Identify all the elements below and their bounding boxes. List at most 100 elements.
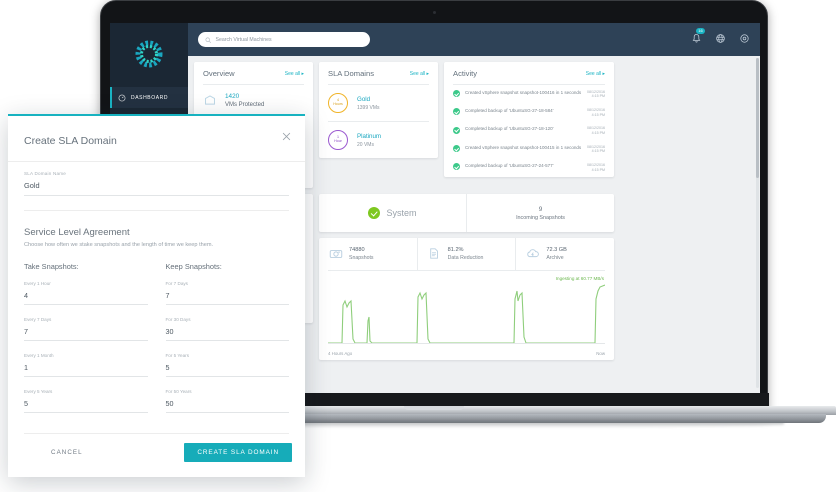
sidebar-item-dashboard[interactable]: DASHBOARD <box>110 87 188 108</box>
app-topbar: Search Virtual Machines 16 <box>188 23 760 56</box>
field-input[interactable]: 5 <box>165 363 170 372</box>
activity-timestamp: 08/12/2016 4:15 PM <box>587 144 605 154</box>
keep-field-for-7-days[interactable]: For 7 Days 7 <box>165 281 289 305</box>
gear-icon[interactable] <box>739 31 750 43</box>
sla-frequency-ring: 1 Hour <box>328 130 348 150</box>
sla-frequency-ring: 4 Hours <box>328 93 348 113</box>
laptop-base <box>32 406 836 428</box>
field-input[interactable]: 7 <box>24 327 28 336</box>
divider <box>24 433 289 434</box>
keep-snapshots-header: Keep Snapshots: <box>165 262 222 271</box>
activity-row: Created vSphere snapshot snapshot-100416… <box>444 85 614 103</box>
field-input[interactable]: 30 <box>165 327 174 336</box>
divider <box>453 84 605 85</box>
take-field-every-1-hour[interactable]: Every 1 Hour 4 <box>24 281 148 305</box>
divider <box>24 210 289 211</box>
keep-field-for-50-years[interactable]: For 50 Years 50 <box>165 389 289 413</box>
input-underline <box>165 376 289 377</box>
document-icon <box>428 247 442 260</box>
activity-text: Completed backup of 'UbuntuSG-27-24-577' <box>465 162 554 168</box>
keep-field-for-5-years[interactable]: For 5 Years 5 <box>165 353 289 377</box>
system-status-bar: System 9 Incoming Snapshots <box>319 194 614 232</box>
field-input[interactable]: 1 <box>24 363 28 372</box>
sla-ring-value: 4 <box>337 98 339 103</box>
take-field-every-1-month[interactable]: Every 1 Month 1 <box>24 353 148 377</box>
activity-row: Completed backup of 'UbuntuSG-27-18-120'… <box>444 122 614 140</box>
divider <box>328 269 605 271</box>
input-underline <box>24 304 148 305</box>
laptop-base-top <box>32 406 836 415</box>
activity-text: Completed backup of 'UbuntuSG-27-18-584' <box>465 107 554 113</box>
field-label: Every 7 Days <box>24 317 52 322</box>
keep-snapshots-column: Keep Snapshots: For 7 Days 7 For 30 Days… <box>165 262 289 425</box>
activity-card-header: Activity See all ▸ <box>444 62 614 84</box>
sla-domain-name-input[interactable]: Gold <box>24 181 40 190</box>
activity-row: Created vSphere snapshot snapshot-100415… <box>444 140 614 158</box>
throughput-chart: Ingesting at 60.77 MB/s <box>319 271 614 350</box>
activity-see-all-link[interactable]: See all ▸ <box>585 70 605 77</box>
shield-outline-icon <box>203 94 217 107</box>
system-status-label: System <box>386 208 417 218</box>
create-sla-domain-modal: Create SLA Domain SLA Domain Name Gold S… <box>8 114 305 477</box>
activity-title: Activity <box>453 69 478 78</box>
axis-right-label: Now <box>596 350 605 356</box>
activity-text: Completed backup of 'UbuntuSG-27-18-120' <box>465 126 554 132</box>
sla-domains-see-all-link[interactable]: See all ▸ <box>409 70 429 77</box>
modal-footer: CANCEL CREATE SLA DOMAIN <box>8 433 305 477</box>
sla-row-gold[interactable]: 4 Hours Gold 1399 VMs <box>319 85 438 121</box>
topbar-icons: 16 <box>691 28 750 43</box>
overview-see-all-link[interactable]: See all ▸ <box>284 70 304 77</box>
field-label: For 7 Days <box>165 281 188 286</box>
sla-ring-unit: Hour <box>334 139 342 143</box>
field-label: For 5 Years <box>165 353 190 358</box>
field-input[interactable]: 50 <box>165 399 174 408</box>
sla-domain-name-field[interactable]: SLA Domain Name Gold <box>8 162 305 196</box>
activity-timestamp: 08/12/2016 4:15 PM <box>587 126 605 135</box>
notification-badge: 16 <box>696 28 705 34</box>
content-scrollbar[interactable] <box>756 58 759 388</box>
bell-icon[interactable]: 16 <box>691 28 705 43</box>
overview-card-header: Overview See all ▸ <box>194 62 313 84</box>
system-status-card: System 9 Incoming Snapshots <box>319 194 614 232</box>
field-input[interactable]: 7 <box>165 291 170 300</box>
incoming-snapshots-label: Incoming Snapshots <box>516 214 565 221</box>
throughput-axis: 4 Hours Ago Now <box>319 350 614 360</box>
activity-text: Created vSphere snapshot snapshot-100416… <box>465 89 582 95</box>
sla-domains-title: SLA Domains <box>328 69 375 78</box>
take-field-every-7-days[interactable]: Every 7 Days 7 <box>24 317 148 341</box>
field-input[interactable]: 5 <box>24 399 28 408</box>
cancel-button[interactable]: CANCEL <box>51 449 83 456</box>
scrollbar-thumb[interactable] <box>756 58 759 178</box>
snapshot-columns: Take Snapshots: Every 1 Hour 4 Every 7 D… <box>8 248 305 425</box>
laptop-base-front <box>42 414 826 423</box>
sla-name: Gold <box>357 95 371 103</box>
take-field-every-5-years[interactable]: Every 5 Years 5 <box>24 389 148 413</box>
incoming-snapshots-value: 9 <box>538 205 543 213</box>
field-label: Every 1 Hour <box>24 281 51 286</box>
input-underline <box>165 304 289 305</box>
divider <box>328 121 429 122</box>
input-underline <box>24 340 148 341</box>
search-input[interactable]: Search Virtual Machines <box>198 32 370 47</box>
modal-header: Create SLA Domain <box>8 116 305 161</box>
close-icon[interactable] <box>281 129 292 141</box>
activity-text: Created vSphere snapshot snapshot-100415… <box>465 144 582 150</box>
sla-row-platinum[interactable]: 1 Hour Platinum 20 VMs <box>319 122 438 158</box>
throughput-chart-svg <box>328 283 606 344</box>
take-snapshots-header: Take Snapshots: <box>24 262 79 271</box>
create-sla-domain-button[interactable]: CREATE SLA DOMAIN <box>184 443 292 462</box>
sla-section: Service Level Agreement Choose how often… <box>8 211 305 248</box>
field-input[interactable]: 4 <box>24 291 28 300</box>
check-circle-icon <box>453 126 460 134</box>
field-label: For 30 Days <box>165 317 191 322</box>
ingest-rate-label: Ingesting at 60.77 MB/s <box>555 275 604 281</box>
activity-timestamp: 08/12/2016 4:15 PM <box>587 107 605 117</box>
metric-archive: 72.3 GB Archive <box>515 238 614 270</box>
keep-field-for-30-days[interactable]: For 30 Days 30 <box>165 317 289 341</box>
sla-vms: 1399 VMs <box>357 104 380 111</box>
check-circle-icon <box>368 207 381 219</box>
globe-icon[interactable] <box>715 31 726 43</box>
check-circle-icon <box>453 145 460 153</box>
metric-snapshots-value: 74880 <box>349 247 365 253</box>
